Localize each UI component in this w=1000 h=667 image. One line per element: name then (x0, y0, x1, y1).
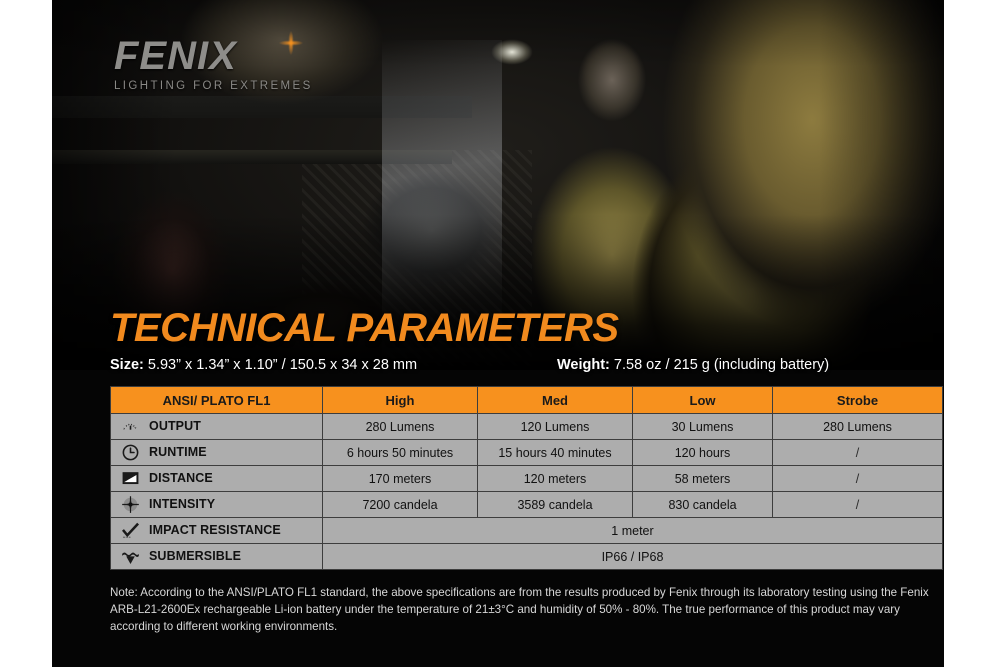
table-row: DISTANCE 170 meters 120 meters 58 meters / (110, 465, 943, 492)
row-value-high: 280 Lumens (322, 413, 478, 440)
row-label-text: OUTPUT (149, 419, 201, 434)
column-header-low: Low (632, 386, 773, 414)
row-label-cell: RUNTIME (110, 439, 323, 466)
row-label-cell: SUBMERSIBLE (110, 543, 323, 570)
row-value-strobe: / (772, 465, 943, 492)
row-label-cell: DISTANCE (110, 465, 323, 492)
row-value-high: 170 meters (322, 465, 478, 492)
row-value-strobe: 280 Lumens (772, 413, 943, 440)
brand-tagline: LIGHTING FOR EXTREMES (114, 80, 313, 92)
row-label-text: SUBMERSIBLE (149, 549, 242, 564)
table-row: SUBMERSIBLE IP66 / IP68 (110, 543, 943, 570)
row-label-text: DISTANCE (149, 471, 213, 486)
spec-table-head: ANSI/ PLATO FL1 High Med Low Strobe (110, 386, 943, 414)
table-row: OUTPUT 280 Lumens 120 Lumens 30 Lumens 280 L… (110, 413, 943, 440)
spec-table-wrapper: ANSI/ PLATO FL1 High Med Low Strobe OUTP… (110, 386, 943, 570)
row-value-strobe: / (772, 491, 943, 518)
row-label-text: RUNTIME (149, 445, 207, 460)
weight-value: 7.58 oz / 215 g (including battery) (613, 357, 830, 373)
sunburst-output-icon (121, 417, 140, 436)
row-value-high: 6 hours 50 minutes (322, 439, 478, 466)
hammer-impact-icon (121, 521, 140, 540)
row-value-low: 120 hours (632, 439, 773, 466)
water-waves-icon (121, 547, 140, 566)
row-value-med: 3589 candela (477, 491, 633, 518)
brand-logo-wordmark: FENIX (114, 34, 237, 78)
clock-runtime-icon (121, 443, 140, 462)
photo-vignette-overlay (52, 0, 944, 370)
column-header-high: High (322, 386, 478, 414)
size-spec: Size: 5.93” x 1.34” x 1.10” / 150.5 x 34… (110, 357, 417, 373)
size-weight-line: Size: 5.93” x 1.34” x 1.10” / 150.5 x 34… (110, 357, 944, 377)
row-value-low: 30 Lumens (632, 413, 773, 440)
column-header-ansi: ANSI/ PLATO FL1 (110, 386, 323, 414)
table-row: RUNTIME 6 hours 50 minutes 15 hours 40 min… (110, 439, 943, 466)
spec-table-body: OUTPUT 280 Lumens 120 Lumens 30 Lumens 280 L… (110, 413, 943, 570)
row-label-cell: IMPACT RESISTANCE (110, 517, 323, 544)
column-header-med: Med (477, 386, 633, 414)
product-banner: FENIX LIGHTING FOR EXTREMES TECHNICAL PA… (52, 0, 944, 667)
row-value-low: 58 meters (632, 465, 773, 492)
star-spark-icon (274, 26, 308, 60)
size-label: Size: (110, 357, 144, 373)
footnote-note: Note: According to the ANSI/PLATO FL1 st… (110, 586, 929, 634)
row-value-med: 120 meters (477, 465, 633, 492)
row-value-low: 830 candela (632, 491, 773, 518)
size-value: 5.93” x 1.34” x 1.10” / 150.5 x 34 x 28 … (147, 357, 418, 373)
row-label-cell: OUTPUT (110, 413, 323, 440)
row-value-med: 120 Lumens (477, 413, 633, 440)
table-header-row: ANSI/ PLATO FL1 High Med Low Strobe (110, 386, 943, 414)
page-title: TECHNICAL PARAMETERS (110, 306, 619, 350)
row-merged-value: IP66 / IP68 (322, 543, 943, 570)
row-value-high: 7200 candela (322, 491, 478, 518)
brand-logo: FENIX LIGHTING FOR EXTREMES (114, 26, 313, 92)
row-value-strobe: / (772, 439, 943, 466)
column-header-strobe: Strobe (772, 386, 943, 414)
beam-distance-icon (121, 469, 140, 488)
row-label-text: INTENSITY (149, 497, 216, 512)
row-merged-value: 1 meter (322, 517, 943, 544)
spec-table: ANSI/ PLATO FL1 High Med Low Strobe OUTP… (110, 386, 943, 570)
weight-spec: Weight: 7.58 oz / 215 g (including batte… (557, 357, 829, 373)
table-row: INTENSITY 7200 candela 3589 candela 830 can… (110, 491, 943, 518)
crosshair-intensity-icon (121, 495, 140, 514)
weight-label: Weight: (557, 357, 610, 373)
row-value-med: 15 hours 40 minutes (477, 439, 633, 466)
row-label-cell: INTENSITY (110, 491, 323, 518)
table-row: IMPACT RESISTANCE 1 meter (110, 517, 943, 544)
row-label-text: IMPACT RESISTANCE (149, 523, 281, 538)
